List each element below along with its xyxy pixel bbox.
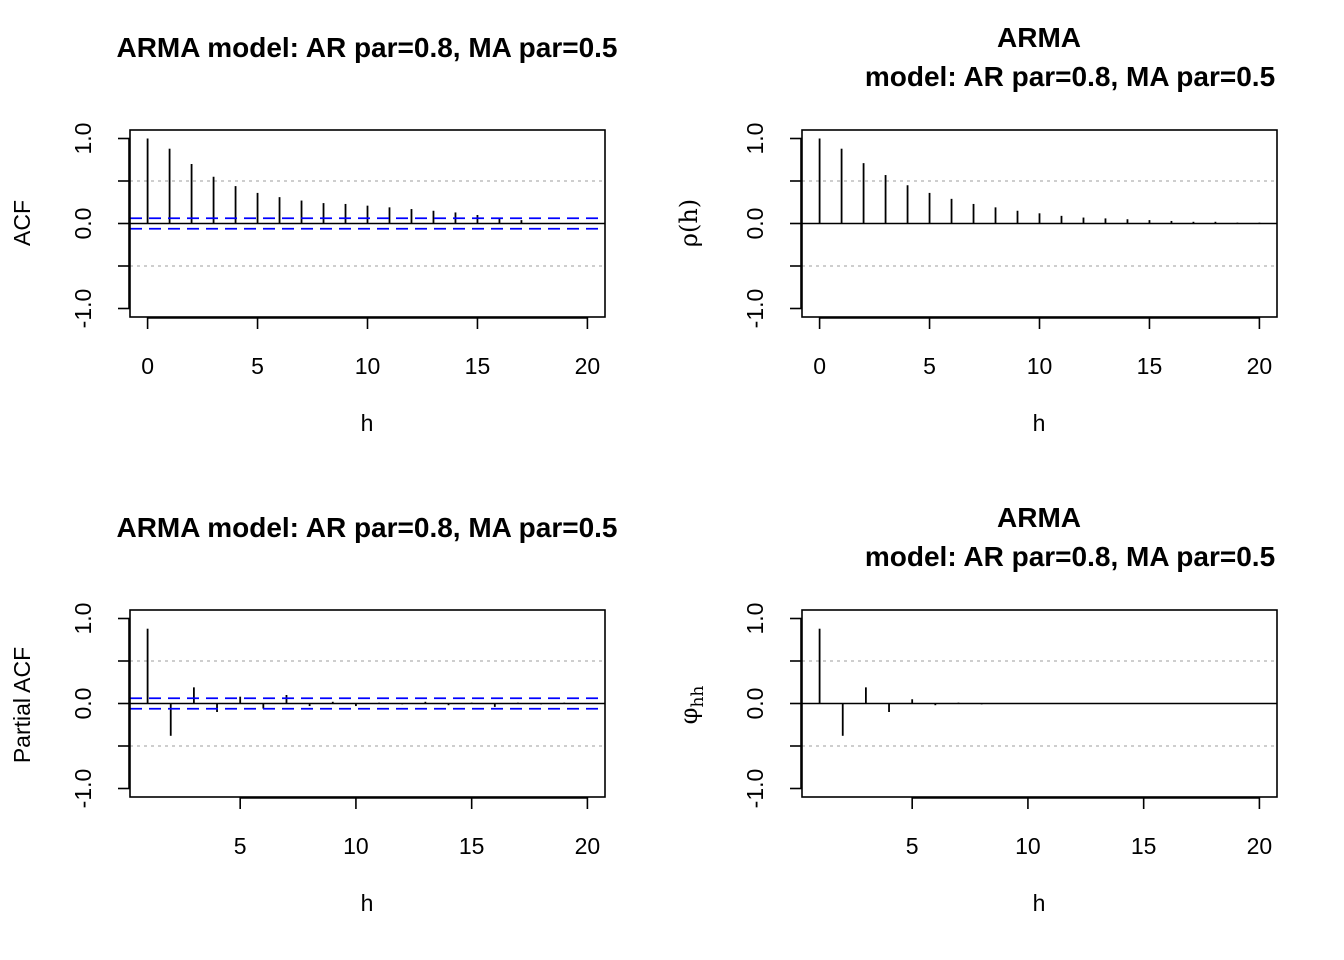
y-tick-label: 0.0 (70, 208, 96, 240)
x-tick-label: 10 (1015, 833, 1041, 859)
chart-title: ARMA (997, 22, 1081, 53)
chart-title: ARMA (997, 502, 1081, 533)
y-tick-label: 0.0 (742, 688, 768, 720)
x-tick-label: 20 (1247, 353, 1273, 379)
x-axis-label: h (1033, 890, 1046, 916)
chart-title: ARMA model: AR par=0.8, MA par=0.5 (116, 32, 617, 63)
y-tick-label: 0.0 (70, 688, 96, 720)
y-tick-label: 1.0 (70, 123, 96, 155)
y-tick-label: 0.0 (742, 208, 768, 240)
x-tick-label: 20 (1247, 833, 1273, 859)
x-tick-label: 15 (465, 353, 491, 379)
y-tick-label: -1.0 (742, 769, 768, 809)
x-tick-label: 15 (1137, 353, 1163, 379)
x-axis-label: h (1033, 410, 1046, 436)
y-axis-label: ρ(h) (675, 199, 703, 247)
x-tick-label: 20 (575, 833, 601, 859)
x-tick-label: 0 (141, 353, 154, 379)
x-axis-label: h (361, 890, 374, 916)
y-tick-label: -1.0 (70, 769, 96, 809)
x-tick-label: 5 (923, 353, 936, 379)
y-axis-label: φhh (675, 686, 708, 725)
theoretical-acf-panel: ARMA model: AR par=0.8, MA par=0.5 0 5 10 15 2… (675, 22, 1278, 436)
chart-title: model: AR par=0.8, MA par=0.5 (865, 61, 1275, 92)
x-tick-label: 20 (575, 353, 601, 379)
x-tick-label: 15 (1131, 833, 1157, 859)
x-tick-label: 10 (355, 353, 381, 379)
y-tick-label: 1.0 (742, 603, 768, 635)
x-tick-label: 10 (343, 833, 369, 859)
x-tick-label: 5 (251, 353, 264, 379)
y-axis-label: Partial ACF (9, 647, 35, 763)
x-tick-label: 5 (906, 833, 919, 859)
chart-title: ARMA model: AR par=0.8, MA par=0.5 (116, 512, 617, 543)
y-axis-label-subscript: hh (688, 686, 708, 708)
y-tick-label: -1.0 (742, 289, 768, 329)
x-axis-label: h (361, 410, 374, 436)
y-tick-label: 1.0 (70, 603, 96, 635)
theoretical-pacf-panel: ARMA model: AR par=0.8, MA par=0.5 5 10 15 20… (675, 502, 1278, 916)
x-tick-label: 15 (459, 833, 485, 859)
sample-pacf-panel: ARMA model: AR par=0.8, MA par=0.5 5 10 15 2… (9, 512, 618, 916)
x-tick-label: 5 (234, 833, 247, 859)
sample-acf-panel: ARMA model: AR par=0.8, MA par=0.5 0 5 10 15… (9, 32, 618, 436)
y-tick-label: 1.0 (742, 123, 768, 155)
chart-title: model: AR par=0.8, MA par=0.5 (865, 541, 1275, 572)
x-tick-label: 0 (813, 353, 826, 379)
y-axis-label-symbol: φ (675, 708, 703, 725)
x-tick-label: 10 (1027, 353, 1053, 379)
y-axis-label: ACF (9, 200, 35, 246)
y-tick-label: -1.0 (70, 289, 96, 329)
